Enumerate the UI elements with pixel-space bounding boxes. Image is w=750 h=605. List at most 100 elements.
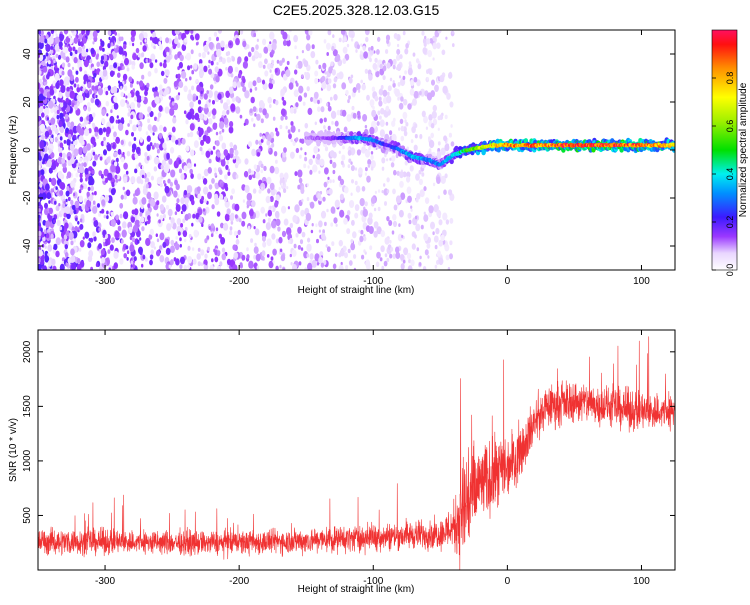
noise-speckle (184, 38, 187, 43)
noise-speckle (84, 107, 87, 111)
noise-speckle (54, 28, 57, 33)
noise-speckle (355, 181, 358, 185)
noise-speckle (391, 162, 395, 167)
noise-speckle (162, 142, 166, 149)
noise-speckle (267, 177, 272, 185)
noise-speckle (220, 41, 225, 48)
x-tick-label: 0 (505, 276, 511, 287)
noise-speckle (388, 220, 392, 226)
noise-speckle (342, 146, 345, 150)
noise-speckle (146, 59, 149, 63)
noise-speckle (183, 230, 187, 237)
noise-speckle (372, 106, 375, 110)
noise-speckle (251, 200, 256, 207)
noise-speckle (306, 43, 311, 51)
noise-speckle (384, 154, 386, 158)
noise-speckle (88, 107, 91, 112)
noise-speckle (137, 81, 139, 85)
noise-speckle (92, 41, 94, 44)
noise-speckle (331, 121, 334, 125)
noise-speckle (252, 224, 254, 227)
noise-speckle (203, 66, 207, 72)
noise-speckle (118, 123, 123, 131)
noise-speckle (380, 257, 383, 261)
noise-speckle (392, 189, 396, 195)
noise-speckle (386, 258, 389, 262)
noise-speckle (237, 81, 241, 87)
noise-speckle (136, 147, 141, 154)
noise-speckle (147, 114, 149, 117)
noise-speckle (135, 90, 139, 97)
noise-speckle (397, 97, 400, 101)
noise-speckle (284, 172, 289, 179)
noise-speckle (84, 184, 88, 190)
noise-speckle (123, 253, 127, 258)
noise-speckle (193, 259, 197, 265)
colorbar-tick-label: 0.8 (725, 72, 735, 85)
noise-speckle (147, 136, 151, 142)
noise-speckle (275, 190, 277, 194)
x-tick-label: -200 (229, 576, 249, 587)
noise-speckle (79, 189, 82, 193)
noise-speckle (279, 187, 281, 190)
noise-speckle (131, 216, 135, 222)
noise-speckle (403, 99, 407, 106)
noise-speckle (231, 56, 233, 59)
noise-speckle (428, 205, 433, 213)
noise-speckle (197, 173, 201, 180)
noise-speckle (371, 46, 374, 51)
noise-speckle (122, 152, 124, 155)
noise-speckle (299, 261, 302, 265)
noise-speckle (109, 54, 112, 58)
noise-speckle (278, 237, 282, 244)
noise-speckle (162, 242, 166, 248)
noise-speckle (338, 71, 343, 79)
noise-speckle (47, 192, 52, 199)
noise-speckle (138, 163, 141, 167)
noise-speckle (81, 49, 86, 56)
noise-speckle (220, 237, 225, 245)
noise-speckle (128, 93, 132, 99)
noise-speckle (77, 84, 79, 87)
noise-speckle (269, 104, 272, 108)
noise-speckle (208, 167, 212, 174)
noise-speckle (318, 220, 323, 227)
colorbar-tick-label: 0.0 (725, 264, 735, 277)
noise-speckle (248, 52, 252, 58)
noise-speckle (329, 188, 333, 195)
noise-speckle (268, 210, 272, 217)
noise-speckle (174, 257, 177, 261)
noise-speckle (340, 249, 345, 256)
noise-speckle (296, 64, 299, 68)
noise-speckle (380, 245, 384, 252)
noise-speckle (255, 228, 260, 235)
noise-speckle (234, 204, 239, 212)
noise-speckle (219, 131, 221, 135)
noise-speckle (264, 58, 268, 64)
noise-speckle (342, 110, 347, 117)
noise-speckle (120, 214, 123, 219)
noise-speckle (103, 69, 108, 76)
noise-speckle (319, 230, 321, 233)
noise-speckle (262, 39, 266, 46)
noise-speckle (150, 254, 154, 259)
noise-speckle (180, 197, 185, 204)
noise-speckle (147, 203, 150, 208)
noise-speckle (347, 114, 352, 122)
noise-speckle (351, 220, 355, 226)
noise-speckle (238, 230, 241, 235)
noise-speckle (240, 115, 243, 119)
noise-speckle (74, 140, 78, 146)
noise-speckle (210, 151, 213, 155)
noise-speckle (383, 75, 386, 80)
noise-speckle (69, 232, 74, 240)
noise-speckle (87, 82, 91, 89)
noise-speckle (133, 197, 138, 205)
noise-speckle (307, 183, 309, 186)
noise-speckle (157, 238, 159, 242)
noise-speckle (70, 121, 74, 127)
noise-speckle (378, 207, 381, 211)
noise-speckle (321, 106, 325, 112)
noise-speckle (262, 242, 266, 248)
